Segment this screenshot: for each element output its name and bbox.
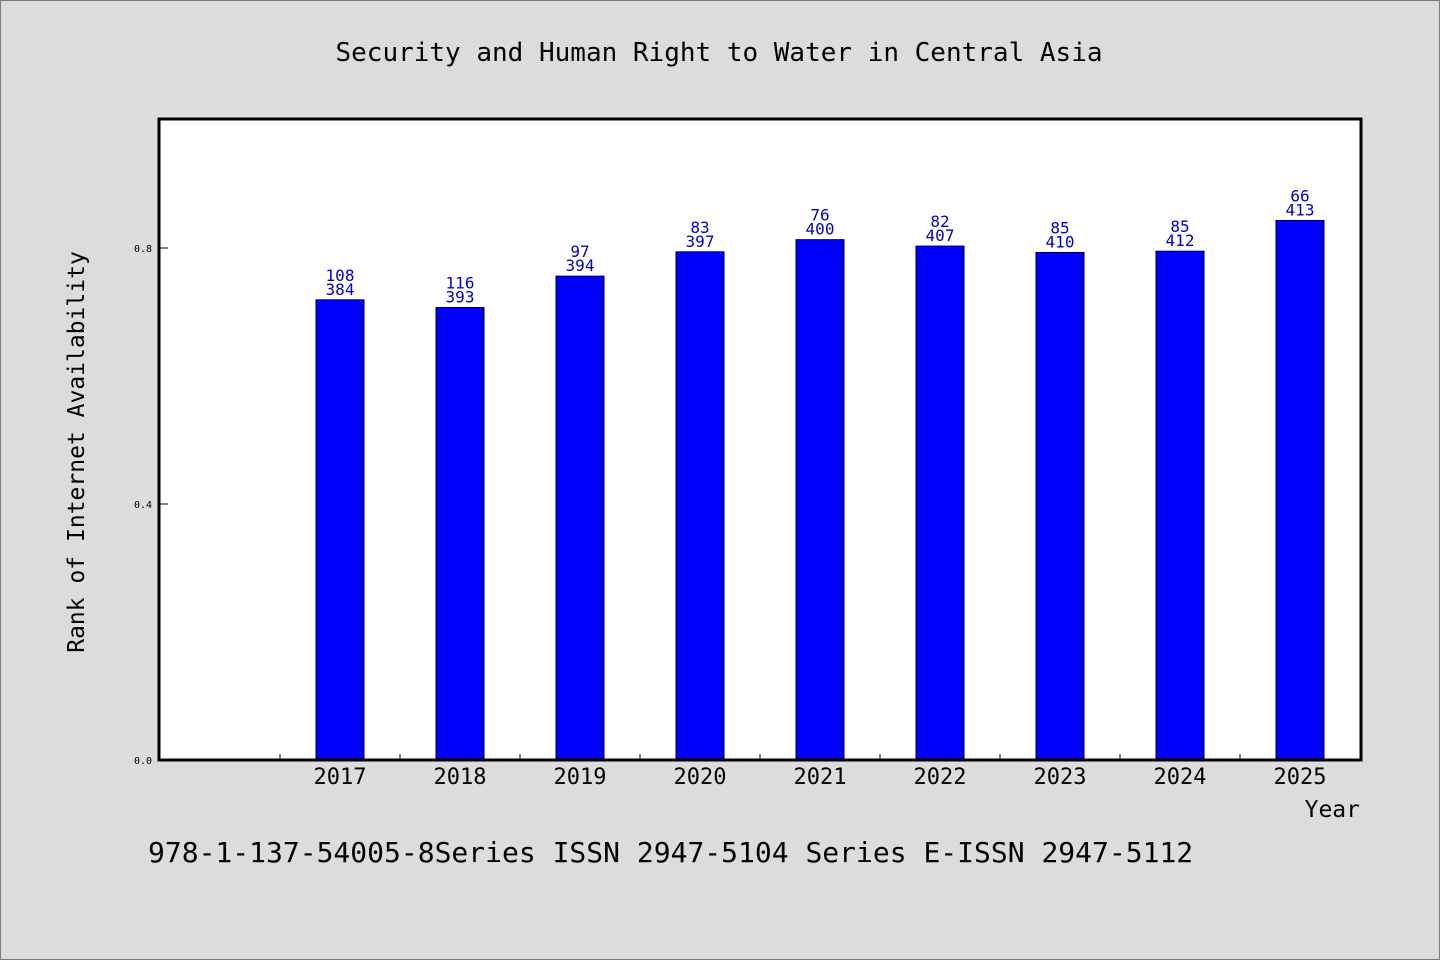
data-label-bottom: 393 [446, 288, 475, 307]
bar-2025 [1275, 219, 1325, 761]
x-tick-label: 2022 [914, 765, 967, 790]
data-label-top: 116 [446, 274, 475, 293]
bar-2019 [555, 275, 605, 761]
data-label-bottom: 413 [1286, 200, 1315, 219]
bar-2023 [1035, 251, 1085, 761]
y-axis-label: Rank of Internet Availability [64, 251, 90, 653]
y-tick-label: 0.4 [134, 500, 152, 511]
data-label-top: 66 [1290, 186, 1309, 205]
data-label-bottom: 407 [926, 226, 955, 245]
bar-2024 [1155, 250, 1205, 761]
bar-2018 [435, 307, 485, 761]
data-label-top: 85 [1170, 217, 1189, 236]
x-tick-label: 2025 [1274, 765, 1327, 790]
data-label-top: 76 [810, 206, 829, 225]
y-tick-label: 0.8 [134, 244, 152, 255]
x-axis: 2017 2018 2019 2020 2021 2022 2023 2024 2025 [279, 754, 1327, 790]
x-tick-label: 2017 [314, 765, 367, 790]
data-label-top: 83 [690, 218, 709, 237]
bar-2021 [795, 239, 845, 761]
plot-border [157, 117, 1363, 762]
bar-series [315, 219, 1325, 761]
chart-title: Security and Human Right to Water in Cen… [335, 38, 1102, 68]
data-label-bottom: 412 [1166, 231, 1195, 250]
x-tick-label: 2023 [1034, 765, 1087, 790]
x-tick-label: 2024 [1154, 765, 1207, 790]
data-label-bottom: 397 [686, 232, 715, 251]
footer-text: 978-1-137-54005-8Series ISSN 2947-5104 S… [148, 836, 1193, 869]
x-tick-label: 2021 [794, 765, 847, 790]
data-label-bottom: 384 [326, 280, 355, 299]
bar-2020 [675, 251, 725, 761]
data-label-top: 97 [570, 242, 589, 261]
bar-2017 [315, 299, 365, 761]
data-label-top: 82 [930, 212, 949, 231]
x-axis-label: Year [1305, 797, 1360, 823]
data-label-bottom: 400 [806, 220, 835, 239]
data-label-bottom: 394 [566, 256, 595, 275]
x-tick-label: 2019 [554, 765, 607, 790]
data-label-top: 85 [1050, 218, 1069, 237]
x-tick-label: 2018 [434, 765, 487, 790]
x-tick-label: 2020 [674, 765, 727, 790]
bar-2022 [915, 245, 965, 761]
y-tick-label: 0.0 [134, 756, 152, 767]
data-label-top: 108 [326, 266, 355, 285]
data-label-bottom: 410 [1046, 232, 1075, 251]
